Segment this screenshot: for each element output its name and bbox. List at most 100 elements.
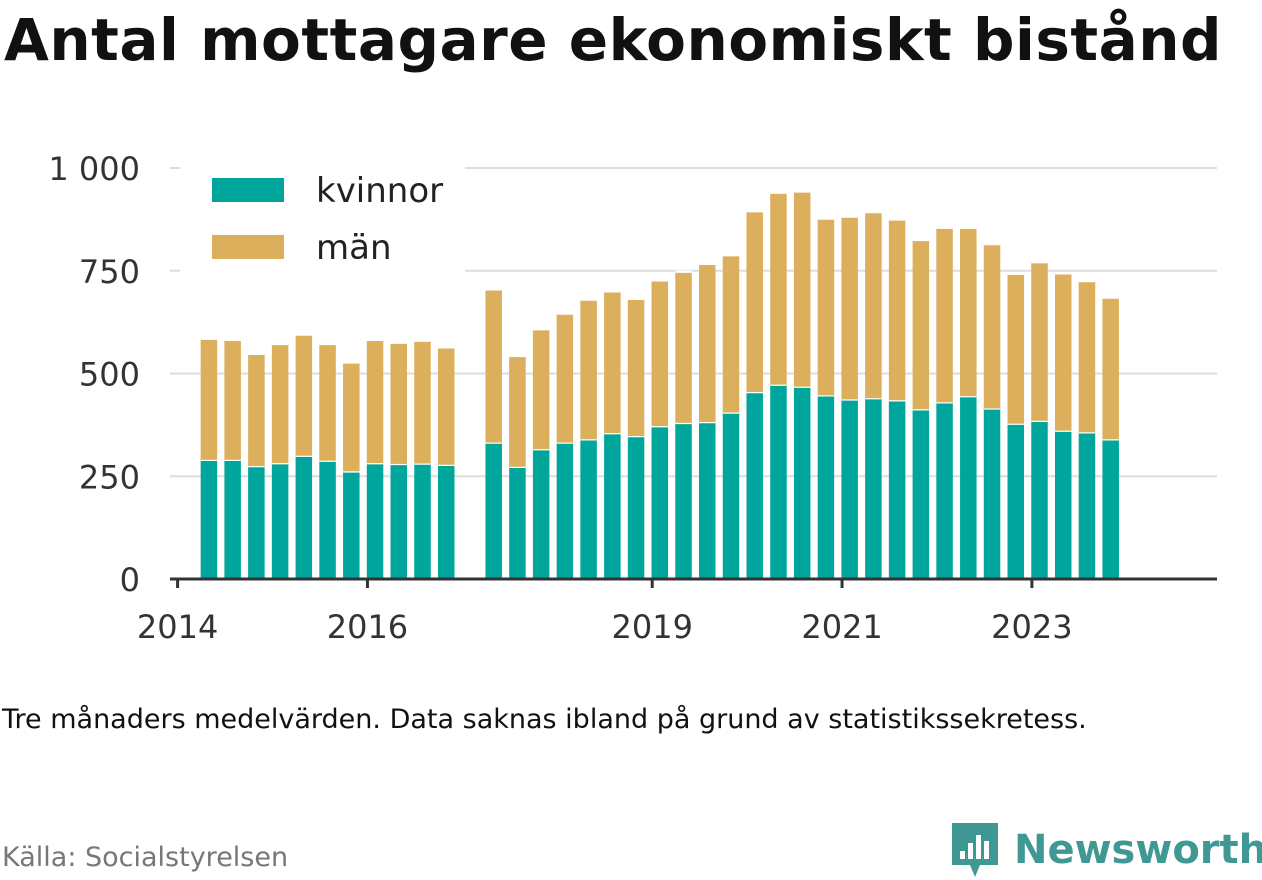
- bar-män: [841, 216, 858, 400]
- bar-män: [414, 340, 431, 464]
- bar-män: [532, 329, 550, 450]
- bar-män: [1102, 297, 1119, 440]
- bar-kvinnor: [1054, 430, 1072, 579]
- bar-män: [865, 211, 882, 399]
- bar-kvinnor: [556, 442, 574, 579]
- bar-kvinnor: [366, 463, 384, 579]
- y-tick-label: 250: [79, 458, 140, 496]
- chart-title: Antal mottagare ekonomiskt bistånd: [4, 6, 1223, 74]
- bar-män: [793, 191, 811, 387]
- bar-män: [343, 362, 360, 472]
- bar-män: [1031, 262, 1048, 421]
- bar-kvinnor: [1078, 432, 1096, 579]
- y-tick-label: 1 000: [48, 150, 140, 188]
- legend-label-kvinnor: kvinnor: [316, 171, 443, 211]
- chart-note: Tre månaders medelvärden. Data saknas ib…: [2, 704, 1087, 735]
- bar-kvinnor: [627, 435, 645, 579]
- bar-kvinnor: [770, 384, 787, 579]
- bar-män: [817, 218, 835, 396]
- bar-män: [580, 299, 597, 440]
- bar-kvinnor: [675, 422, 692, 579]
- x-tick-label: 2023: [991, 608, 1072, 646]
- bar-män: [1078, 281, 1096, 433]
- x-tick-label: 2019: [611, 608, 692, 646]
- bar-kvinnor: [983, 408, 1001, 579]
- bar-män: [390, 342, 408, 464]
- bar-män: [651, 280, 669, 427]
- bar-män: [200, 338, 218, 460]
- source-credit: Källa: Socialstyrelsen: [2, 842, 289, 873]
- bar-kvinnor: [248, 465, 265, 579]
- bar-män: [224, 339, 241, 460]
- bar-män: [912, 239, 930, 410]
- bar-män: [722, 255, 740, 413]
- bars: [200, 190, 1119, 579]
- axes: 0 250 500 750 1 000 2014 2016 2019 2021 2023: [48, 150, 1217, 646]
- bar-kvinnor: [817, 395, 835, 579]
- bar-män: [960, 227, 977, 397]
- bar-kvinnor: [437, 464, 455, 579]
- bar-män: [485, 289, 502, 443]
- bar-kvinnor: [841, 399, 858, 579]
- y-tick-label: 500: [79, 356, 140, 394]
- bar-kvinnor: [865, 398, 882, 579]
- bar-kvinnor: [1007, 423, 1025, 579]
- bar-kvinnor: [224, 459, 241, 579]
- bar-kvinnor: [699, 421, 716, 579]
- brand-name: Newsworthy: [1014, 827, 1262, 873]
- bar-män: [1007, 273, 1025, 424]
- legend-label-män: män: [316, 228, 392, 268]
- bar-kvinnor: [888, 400, 906, 579]
- bar-kvinnor: [722, 412, 740, 579]
- bar-kvinnor: [1102, 439, 1119, 579]
- bar-kvinnor: [200, 459, 218, 579]
- bar-män: [1054, 273, 1072, 431]
- x-tick-label: 2016: [327, 608, 408, 646]
- bar-män: [983, 244, 1001, 409]
- bar-kvinnor: [532, 449, 550, 579]
- bar-kvinnor: [580, 439, 597, 579]
- bar-män: [509, 355, 526, 467]
- bar-kvinnor: [651, 426, 669, 579]
- bar-män: [271, 343, 289, 464]
- bar-män: [437, 347, 455, 465]
- bar-kvinnor: [793, 386, 811, 579]
- bar-män: [675, 271, 692, 423]
- bar-män: [366, 339, 384, 464]
- bar-män: [936, 227, 953, 403]
- bar-kvinnor: [960, 396, 977, 579]
- bar-män: [699, 263, 716, 422]
- bar-kvinnor: [1031, 420, 1048, 579]
- bar-män: [888, 219, 906, 401]
- bar-män: [627, 298, 645, 436]
- bar-män: [319, 343, 336, 461]
- bar-kvinnor: [271, 463, 289, 579]
- bar-män: [556, 313, 574, 443]
- legend: kvinnor män: [180, 155, 465, 275]
- bar-män: [770, 192, 787, 385]
- bar-kvinnor: [912, 409, 930, 579]
- y-tick-label: 750: [79, 253, 140, 291]
- bar-kvinnor: [390, 463, 408, 579]
- x-tick-label: 2021: [801, 608, 882, 646]
- bar-män: [746, 211, 763, 392]
- legend-swatch-kvinnor: [212, 178, 284, 202]
- x-tick-label: 2014: [137, 608, 218, 646]
- bar-kvinnor: [604, 433, 621, 579]
- bar-kvinnor: [485, 442, 502, 579]
- bar-kvinnor: [295, 455, 313, 579]
- brand-logo: Newsworthy: [950, 820, 1262, 880]
- bar-kvinnor: [936, 402, 953, 579]
- stacked-bar-chart: 0 250 500 750 1 000 2014 2016 2019 2021 2023 kvin…: [48, 150, 1217, 646]
- bar-män: [248, 353, 265, 466]
- newsworthy-logo-icon: [952, 823, 998, 877]
- bar-män: [295, 334, 313, 456]
- legend-swatch-män: [212, 235, 284, 259]
- bar-män: [604, 291, 621, 434]
- bar-kvinnor: [319, 460, 336, 579]
- bar-kvinnor: [509, 466, 526, 579]
- bar-kvinnor: [746, 391, 763, 579]
- y-tick-label: 0: [120, 561, 140, 599]
- bar-kvinnor: [343, 471, 360, 579]
- bar-kvinnor: [414, 463, 431, 579]
